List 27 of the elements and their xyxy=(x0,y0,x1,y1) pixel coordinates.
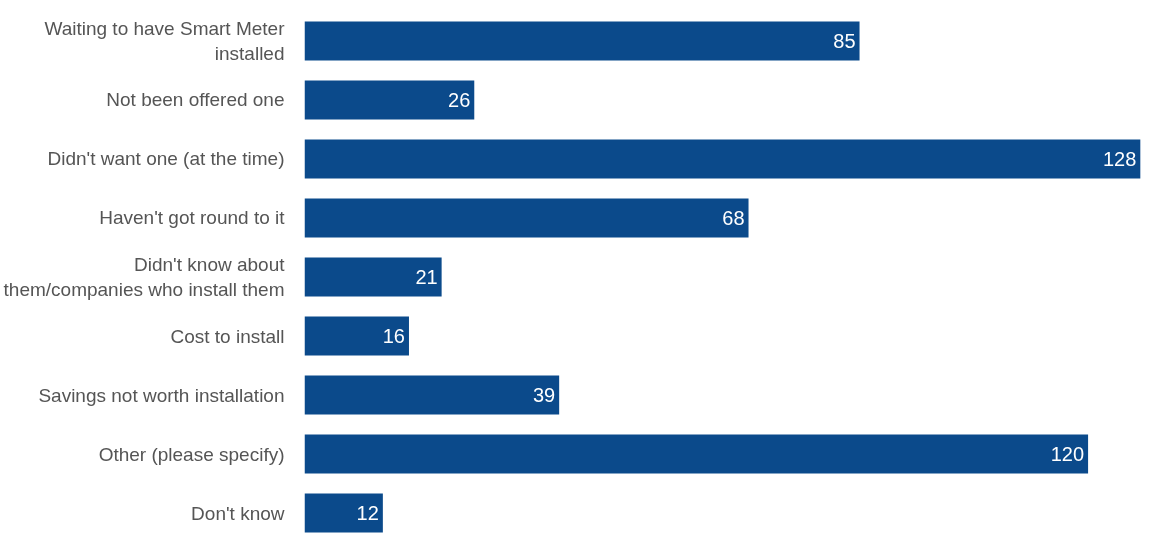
bar xyxy=(304,139,1141,179)
bar xyxy=(304,375,560,415)
data-label: 128 xyxy=(1102,147,1137,170)
data-label: 26 xyxy=(448,88,471,111)
data-label: 16 xyxy=(382,325,405,348)
data-label: 85 xyxy=(833,29,856,52)
data-label: 12 xyxy=(356,502,379,525)
bar xyxy=(304,434,1089,474)
bar xyxy=(304,316,409,356)
data-label: 21 xyxy=(415,266,438,288)
y-tick-label: Other (please specify) xyxy=(98,443,285,465)
bar xyxy=(304,21,860,61)
data-label: 120 xyxy=(1050,443,1085,466)
y-tick-label: Didn't want one (at the time) xyxy=(47,148,285,170)
data-label: 39 xyxy=(532,384,556,407)
y-tick-label: Don't know xyxy=(191,502,285,524)
bar xyxy=(304,493,383,533)
y-tick-label: Not been offered one xyxy=(106,89,285,111)
bar xyxy=(304,80,475,120)
y-tick-label: Didn't know about them/companies who install them xyxy=(3,253,286,301)
y-tick-label: Cost to install xyxy=(170,325,285,347)
y-tick-label: Waiting to have Smart Meter installed xyxy=(44,17,286,65)
y-tick-label: Savings not worth installation xyxy=(38,384,285,406)
y-tick-label: Haven't got round to it xyxy=(99,207,286,229)
data-label: 68 xyxy=(722,206,745,229)
bar xyxy=(304,257,442,297)
bar xyxy=(304,198,749,238)
